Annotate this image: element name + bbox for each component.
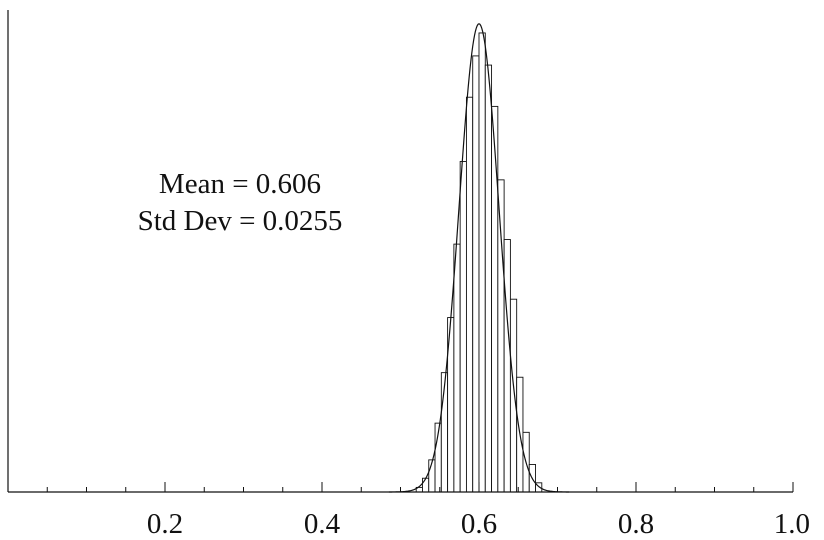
histogram-bar	[465, 96, 474, 493]
x-tick-label: 0.2	[147, 508, 183, 540]
histogram-bar	[497, 179, 505, 493]
x-tick-label: 0.8	[618, 508, 654, 540]
x-tick-label: 0.4	[304, 508, 341, 540]
histogram-bar	[453, 243, 461, 493]
histogram-bar	[459, 161, 467, 493]
histogram-bar	[484, 64, 493, 493]
std-dev-annotation: Std Dev = 0.0255	[138, 205, 343, 237]
histogram-bar	[491, 105, 499, 493]
histogram-bar	[478, 32, 486, 493]
mean-annotation: Mean = 0.606	[159, 168, 321, 200]
x-tick-label: 1.0	[774, 508, 810, 540]
histogram-bar	[503, 239, 511, 493]
x-tick-label: 0.6	[461, 508, 497, 540]
histogram-bar	[472, 55, 480, 493]
histogram-bar	[422, 477, 430, 493]
normal-fit-curve	[388, 23, 570, 493]
histogram-bars	[415, 32, 543, 493]
x-axis-ticks: 0.2 0.4 0.6 0.8 1.0	[46, 482, 810, 540]
histogram-bar	[509, 298, 518, 493]
